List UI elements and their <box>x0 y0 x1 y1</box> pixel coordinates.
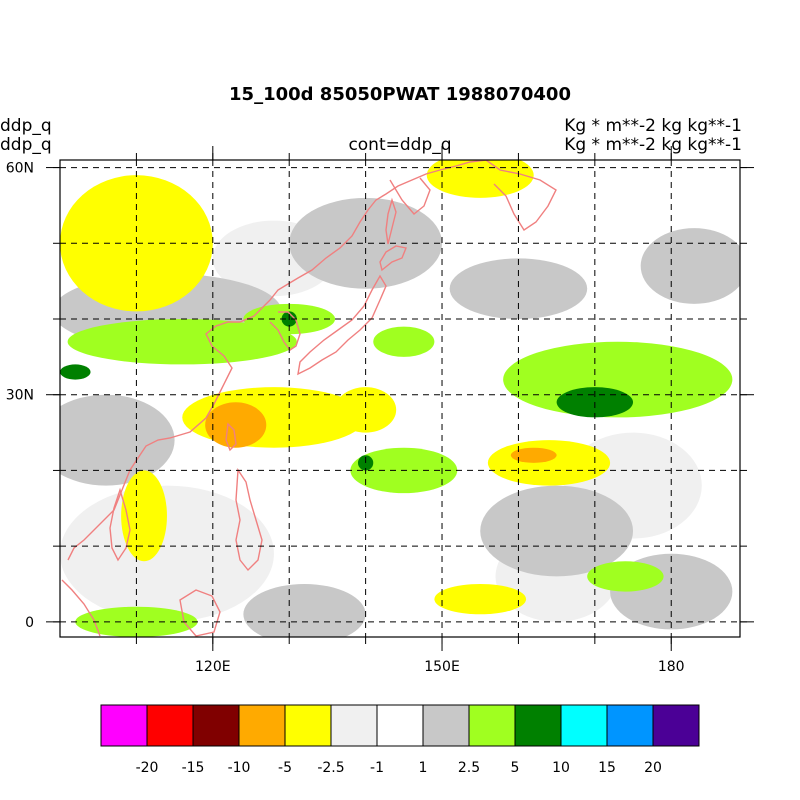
coastline-sakhalin <box>385 197 397 245</box>
units-label-bottom: Kg * m**-2 kg kg**-1 <box>564 135 742 155</box>
colorbar-label-7: 2.5 <box>458 760 480 776</box>
left-label-top: ddp_q <box>0 116 52 136</box>
left-label-bottom: ddp_q <box>0 135 52 155</box>
coastline-taiwan <box>225 422 237 452</box>
colorbar-label-4: -2.5 <box>317 760 344 776</box>
x-tick-label-0: 120E <box>195 659 231 675</box>
colorbar-swatch-11 <box>606 704 654 747</box>
colorbar-swatch-1 <box>146 704 194 747</box>
colorbar-swatch-12 <box>652 704 700 747</box>
coastline-hokkaido <box>379 245 407 272</box>
center-label: cont=ddp_q <box>348 135 452 155</box>
coastline-japan <box>297 274 387 376</box>
field-region-5-0 <box>60 364 91 380</box>
colorbar-swatch-7 <box>422 704 470 747</box>
colorbar-swatch-2 <box>192 704 240 747</box>
y-tick-label-2: 60N <box>6 161 34 177</box>
plot-area: 120E 150E 180 0 30N 60N <box>6 146 754 675</box>
colorbar-swatch-4 <box>284 704 332 747</box>
gridlines <box>60 160 740 637</box>
field-region-3-0 <box>67 319 297 365</box>
x-tick-label-2: 180 <box>658 659 685 675</box>
coastline-philippines <box>235 467 263 572</box>
field-region-2-3 <box>335 387 397 433</box>
colorbar-swatch-8 <box>468 704 516 747</box>
colorbar-label-8: 5 <box>511 760 520 776</box>
colorbar-label-2: -10 <box>228 760 251 776</box>
field-region-1-3 <box>60 394 175 486</box>
colorbar-swatch-0 <box>100 704 148 747</box>
plot-frame <box>59 159 741 638</box>
colorbar-swatch-3 <box>238 704 286 747</box>
field-region-2-0 <box>60 175 213 312</box>
field-region-1-5 <box>480 485 634 577</box>
field-region-3-5 <box>587 561 664 592</box>
field-region-3-4 <box>75 606 198 637</box>
field-region-0-0 <box>60 485 274 622</box>
coastline-korea <box>269 311 301 351</box>
colorbar-label-10: 15 <box>598 760 616 776</box>
field-region-2-6 <box>434 584 527 615</box>
colorbar: -20 -15 -10 -5 -2.5 -1 1 2.5 5 10 15 20 <box>100 704 700 776</box>
colorbar-label-6: 1 <box>419 760 428 776</box>
colorbar-label-1: -15 <box>182 760 205 776</box>
coastline-indochina <box>109 487 131 562</box>
field-region-2-1 <box>426 160 534 198</box>
colorbar-label-11: 20 <box>644 760 662 776</box>
colorbar-label-3: -5 <box>278 760 292 776</box>
colorbar-label-5: -1 <box>370 760 384 776</box>
colorbar-swatch-6 <box>376 704 424 747</box>
field-region-1-1 <box>640 228 740 304</box>
tick-labels: 120E 150E 180 0 30N 60N <box>6 161 685 675</box>
y-tick-label-0: 0 <box>25 615 34 631</box>
coastlines <box>61 160 557 637</box>
field-region-3-6 <box>373 326 435 357</box>
coastline-asia <box>67 160 487 561</box>
units-label-top: Kg * m**-2 kg kg**-1 <box>564 116 742 136</box>
field-region-4-0 <box>205 402 267 448</box>
field-region-2-5 <box>121 470 167 562</box>
field-region-4-1 <box>510 447 557 463</box>
colorbar-swatch-10 <box>560 704 608 747</box>
colorbar-swatch-9 <box>514 704 562 747</box>
field-region-2-4 <box>487 440 611 486</box>
chart-title: 15_100d 85050PWAT 1988070400 <box>229 84 571 105</box>
x-tick-label-1: 150E <box>424 659 460 675</box>
coastline-sumatra <box>61 579 101 637</box>
coastline-okhotsk <box>389 177 431 215</box>
field-region-1-7 <box>243 584 366 637</box>
field-region-1-2 <box>449 258 588 320</box>
colorbar-swatch-5 <box>330 704 378 747</box>
coastline-kamchatka <box>485 160 557 231</box>
colorbar-label-9: 10 <box>552 760 570 776</box>
field-shading <box>60 160 740 637</box>
field-region-1-0 <box>289 197 443 289</box>
colorbar-label-0: -20 <box>136 760 159 776</box>
axis-ticks <box>46 146 754 651</box>
y-tick-label-1: 30N <box>6 388 34 404</box>
